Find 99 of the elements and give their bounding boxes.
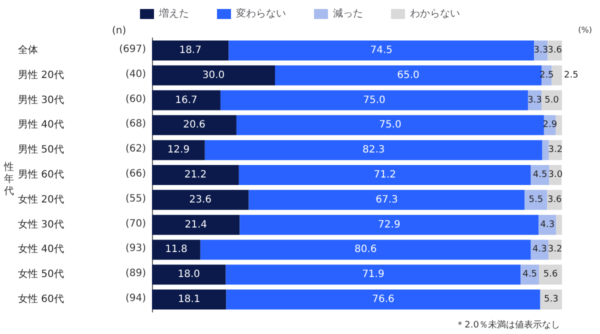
y-tick-label: 女性 20代 [18, 193, 64, 206]
bar [152, 65, 275, 86]
y-tick-label: 女性 40代 [18, 243, 64, 256]
data-label: 5.6 [543, 270, 558, 280]
bar [220, 90, 528, 110]
data-label: 18.1 [178, 294, 200, 306]
bar [539, 264, 562, 285]
bar [542, 140, 549, 160]
legend-label: わからない [410, 8, 460, 20]
bar [240, 214, 539, 235]
data-label: 2.5 [564, 70, 578, 80]
text: (94) [125, 293, 146, 304]
text: (93) [125, 243, 146, 254]
data-label: 71.9 [362, 269, 384, 280]
text: (66) [125, 168, 146, 180]
text: (62) [125, 144, 146, 155]
data-label: 21.4 [184, 219, 208, 230]
text: (n) [112, 26, 126, 36]
bar [152, 40, 229, 60]
legend-label: 変わらない [236, 8, 286, 20]
bar [248, 190, 525, 210]
data-label: 75.0 [379, 120, 402, 131]
text: (%) [578, 26, 592, 34]
data-label: 74.5 [370, 44, 393, 56]
data-label: 82.3 [362, 144, 385, 156]
text: (89) [125, 268, 146, 280]
data-label: 4.5 [522, 270, 537, 280]
y-tick-label: 男性 40代 [18, 118, 64, 131]
data-label: 80.6 [354, 244, 377, 256]
bar [152, 290, 226, 310]
bar [520, 264, 540, 285]
y-tick-label: 男性 60代 [18, 168, 64, 180]
bar [236, 115, 544, 136]
data-label: 3.2 [548, 145, 563, 156]
data-label: 3.3 [528, 95, 542, 106]
data-label: 12.9 [167, 144, 190, 156]
data-label: 76.6 [372, 294, 394, 306]
bar [152, 115, 236, 136]
data-label: 75.0 [363, 94, 386, 106]
data-label: 3.6 [548, 45, 562, 56]
bar [226, 290, 540, 310]
y-tick-label: 男性 20代 [18, 68, 64, 81]
bar [152, 264, 226, 285]
data-label: 65.0 [397, 70, 420, 81]
text: (40) [125, 68, 146, 80]
bar [556, 115, 562, 136]
bar [152, 214, 240, 235]
y-tick-label: 女性 60代 [18, 293, 64, 306]
bar [556, 214, 562, 235]
bar [152, 90, 220, 110]
bar [226, 264, 521, 285]
bar [200, 240, 531, 260]
data-label: 18.0 [178, 269, 200, 280]
data-label: 16.7 [175, 94, 198, 106]
y-tick-label: 女性 30代 [18, 218, 64, 230]
bar [204, 140, 542, 160]
data-label: 5.3 [544, 294, 558, 305]
bar [152, 240, 200, 260]
data-label: 4.3 [532, 244, 547, 255]
data-label: 72.9 [378, 219, 400, 230]
legend-label: 増えた [158, 8, 189, 20]
bar [152, 165, 239, 185]
text: (60) [125, 94, 146, 105]
data-label: 20.6 [183, 120, 206, 131]
text: 性年代 [3, 160, 14, 197]
data-label: 3.2 [548, 244, 562, 255]
bar [152, 140, 205, 160]
y-tick-label: 女性 50代 [18, 268, 64, 280]
bar [542, 90, 562, 110]
text: (70) [125, 218, 146, 230]
data-label: 3.0 [548, 170, 563, 180]
text: (68) [125, 118, 146, 130]
text: ＊2.0％未満は値表示なし [456, 320, 560, 330]
data-label: 4.3 [540, 220, 555, 230]
data-label: 5.5 [528, 194, 544, 205]
data-label: 5.0 [544, 95, 560, 106]
data-label: 3.6 [547, 194, 562, 205]
text: (55) [125, 193, 146, 204]
data-label: 21.2 [184, 170, 207, 180]
data-label: 3.3 [534, 45, 548, 56]
bar [152, 190, 249, 210]
y-tick-label: 男性 30代 [18, 94, 64, 106]
data-label: 71.2 [374, 170, 396, 180]
bar [552, 65, 562, 86]
bar [275, 65, 542, 86]
data-label: 11.8 [165, 244, 188, 256]
data-label: 4.5 [532, 170, 548, 180]
data-label: 18.7 [179, 44, 202, 56]
y-tick-label: 男性 50代 [18, 144, 64, 156]
legend-label: 減った [333, 8, 363, 20]
text: (697) [119, 44, 146, 55]
data-label: 30.0 [202, 70, 225, 81]
bar [238, 165, 531, 185]
bar [524, 190, 548, 210]
data-label: 23.6 [189, 194, 212, 206]
bar [228, 40, 534, 60]
bar [538, 214, 556, 235]
y-tick-label: 全体 [18, 44, 38, 56]
data-label: 67.3 [376, 194, 398, 206]
